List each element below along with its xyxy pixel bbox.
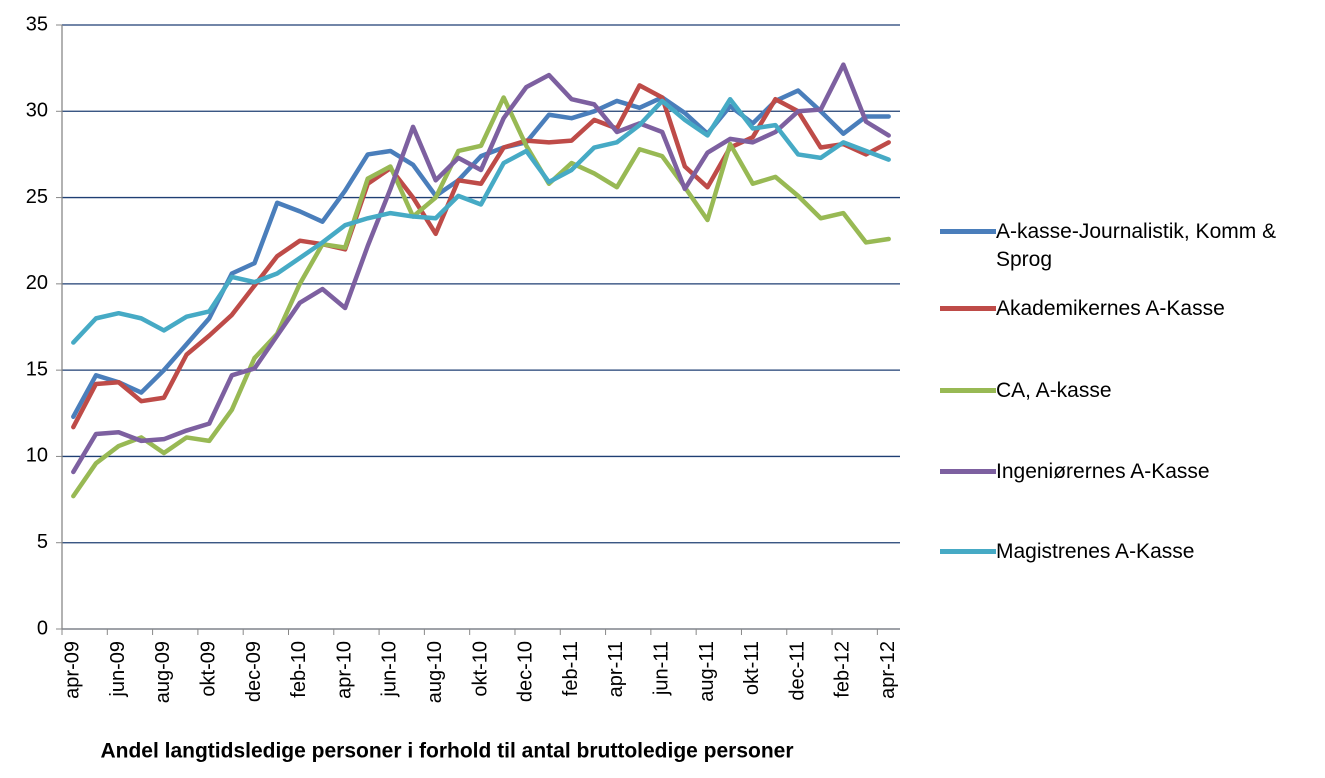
x-tick-label: dec-09 [243,641,265,702]
x-tick-label: aug-09 [152,641,174,703]
x-tick-label: okt-11 [741,641,763,695]
x-tick-label: apr-09 [62,641,84,699]
y-tick-label: 10 [26,445,48,467]
x-tick-label: aug-11 [696,641,718,702]
legend-item: CA, A-kasse [940,377,1320,405]
x-tick-label: aug-10 [424,641,446,703]
x-tick-label: jun-10 [379,641,401,698]
chart-title: Andel langtidsledige personer i forhold … [100,740,793,763]
legend-swatch [940,229,996,234]
legend-label: Ingeniørernes A-Kasse [996,460,1210,483]
x-tick-label: feb-12 [832,641,854,698]
y-tick-label: 20 [26,272,48,294]
legend-item: Magistrenes A-Kasse [940,538,1320,566]
y-tick-label: 0 [37,617,48,639]
legend-label: CA, A-kasse [996,379,1112,402]
x-tick-label: jun-09 [107,641,129,698]
legend-item: Ingeniørernes A-Kasse [940,458,1320,486]
x-tick-label: dec-10 [515,641,537,702]
series-line [71,95,891,499]
y-tick-label: 35 [26,13,48,35]
x-tick-label: feb-11 [560,641,582,696]
series-line [71,88,891,419]
x-tick-label: jun-11 [650,641,672,696]
legend-item: A-kasse-Journalistik, Komm & Sprog [940,218,1320,274]
legend-label: Akademikernes A-Kasse [996,297,1225,320]
y-tick-label: 25 [26,186,48,208]
series-line [71,62,891,475]
x-tick-label: apr-10 [333,641,355,699]
legend-item: Akademikernes A-Kasse [940,295,1320,323]
legend-label: Magistrenes A-Kasse [996,540,1195,563]
legend-swatch [940,469,996,474]
y-tick-label: 5 [37,531,48,553]
x-tick-label: apr-11 [605,641,627,697]
legend-swatch [940,306,996,311]
series-line [71,96,891,345]
x-tick-label: dec-11 [786,641,808,701]
y-tick-label: 30 [26,100,48,122]
legend-swatch [940,549,996,554]
x-tick-label: feb-10 [288,641,310,698]
legend-label: A-kasse-Journalistik, Komm & Sprog [996,220,1277,271]
y-tick-label: 15 [26,358,48,380]
x-tick-label: apr-12 [877,641,899,699]
legend-swatch [940,388,996,393]
x-tick-label: okt-10 [469,641,491,697]
x-tick-label: okt-09 [197,641,219,697]
series-line [71,83,891,430]
